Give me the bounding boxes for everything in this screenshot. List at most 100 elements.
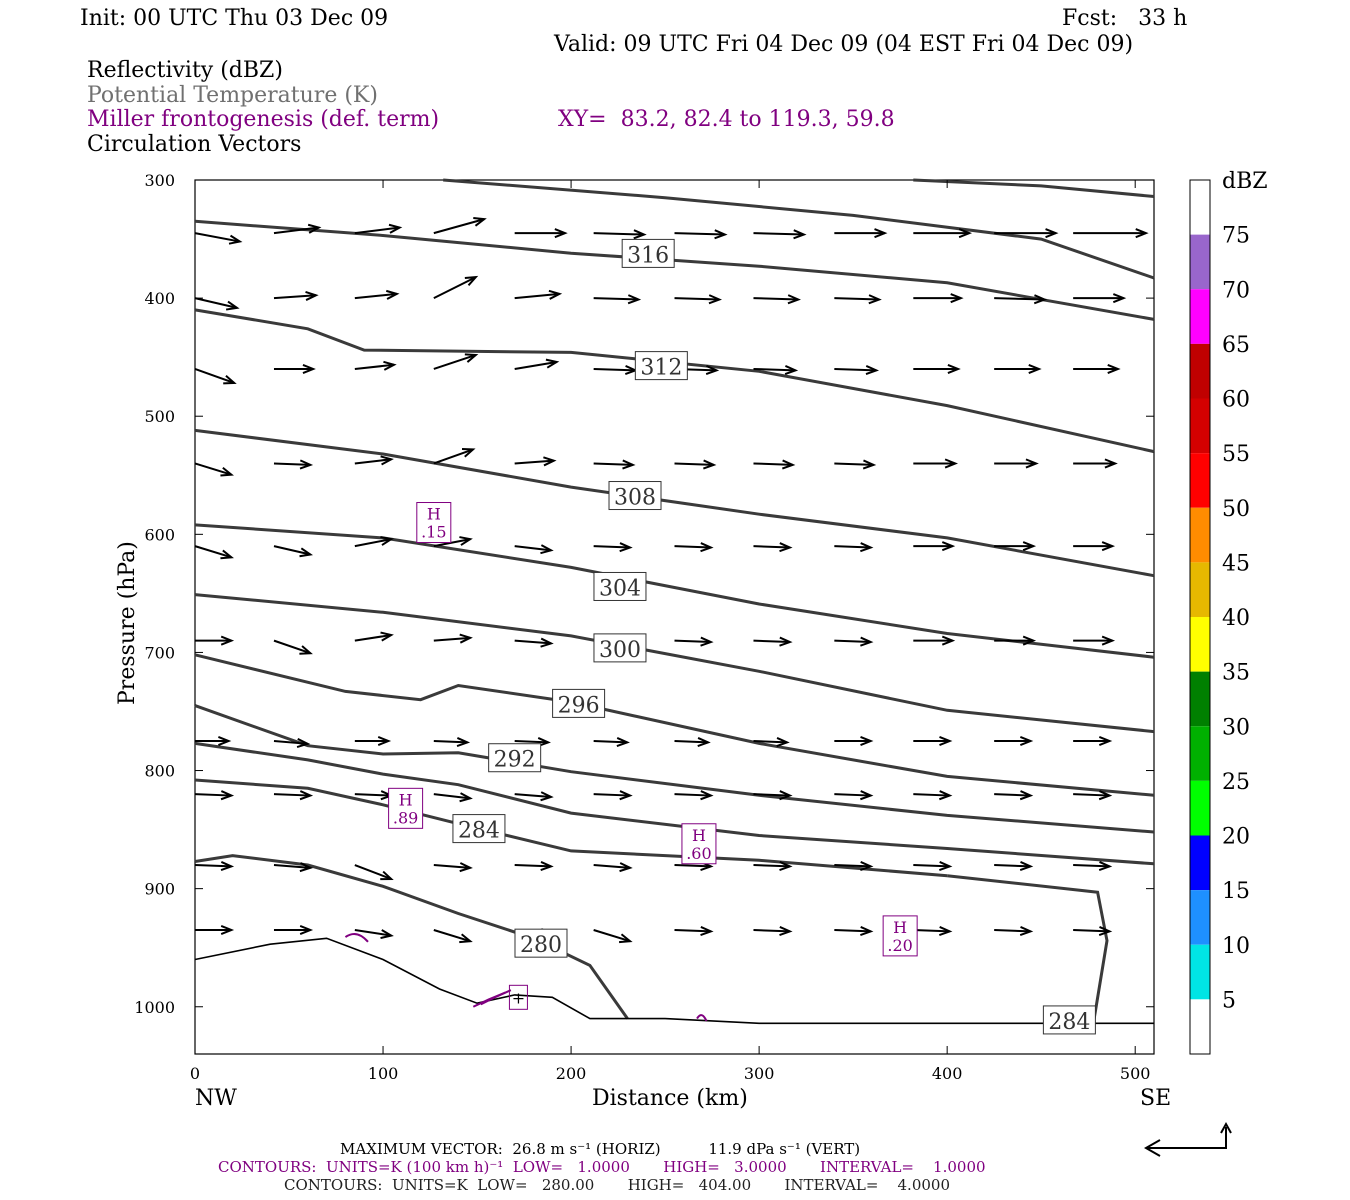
contour-label: 304: [599, 576, 641, 601]
vector-arrowhead: [708, 294, 722, 305]
vector-arrowhead: [860, 790, 874, 801]
vector-arrowhead: [1104, 458, 1118, 469]
vector-arrowhead: [459, 536, 473, 546]
colorbar-level-label: 35: [1222, 661, 1250, 686]
theta-contour: [194, 428, 1155, 578]
vector-shaft: [514, 459, 554, 465]
vector-arrowhead: [537, 736, 551, 748]
colorbar-level-label: 10: [1222, 934, 1250, 959]
vector-arrowhead: [865, 365, 880, 376]
vector-arrowhead: [939, 790, 953, 801]
vector-shaft: [273, 294, 317, 300]
contour-labels: 316 312 308 304 300 296 292 284 280 284: [452, 238, 1096, 1035]
vector-shaft: [834, 367, 877, 372]
colorbar-level-label: 25: [1222, 770, 1250, 795]
vector-shaft: [994, 297, 1045, 301]
vector-arrowhead: [473, 216, 487, 227]
vector-shaft: [433, 218, 485, 235]
colorbar-level-label: 5: [1222, 988, 1236, 1013]
vector-shaft: [674, 297, 720, 301]
vector-arrowhead: [1135, 228, 1149, 239]
vector-arrowhead: [862, 459, 877, 470]
contour-label-box: [608, 481, 662, 511]
vector-shaft: [433, 636, 471, 642]
vector-arrowhead: [950, 293, 964, 304]
vector-shaft: [194, 368, 235, 384]
vector-arrowhead: [714, 229, 728, 240]
vector-shaft: [433, 538, 471, 548]
vector-arrowhead: [543, 456, 557, 467]
vector-arrowhead: [540, 791, 554, 802]
vector-arrowhead: [939, 926, 953, 937]
vector-arrowhead: [1019, 736, 1034, 747]
vector-arrowhead: [1025, 458, 1039, 469]
vector-arrowhead: [860, 861, 874, 872]
colorbar-level-label: 75: [1222, 224, 1250, 249]
colorbar-swatch: [1190, 453, 1210, 508]
vector-shaft: [753, 639, 790, 644]
vector-arrowhead: [380, 929, 394, 940]
vector-arrowhead: [459, 792, 473, 803]
vector-arrowhead: [619, 790, 633, 801]
vector-arrowhead: [860, 542, 874, 553]
colorbar-level-label: 40: [1222, 606, 1250, 631]
vector-arrowhead: [619, 862, 633, 873]
vector-arrowhead: [705, 365, 720, 376]
vector-arrowhead: [1022, 541, 1037, 552]
vector-arrowhead: [939, 736, 953, 747]
vector-arrowhead: [1112, 293, 1127, 304]
theta-contour: [194, 523, 1155, 659]
colorbar-swatch: [1190, 835, 1210, 891]
vector-shaft: [194, 545, 232, 559]
vector-shaft: [273, 864, 311, 869]
y-tick-label: 700: [144, 643, 175, 662]
contour-label: 280: [520, 933, 562, 958]
vector-shaft: [354, 928, 392, 937]
fronto-max-box: [508, 984, 528, 1010]
colorbar-swatch: [1190, 398, 1210, 454]
vector-arrowhead: [787, 294, 801, 305]
vector-shaft: [913, 928, 950, 933]
vector-arrowhead: [459, 862, 473, 873]
fronto-max-value: .60: [686, 844, 711, 863]
vector-shaft: [1073, 864, 1110, 868]
vector-arrowhead: [218, 736, 232, 747]
fronto-max-value: .20: [887, 936, 912, 955]
valid-time: Valid: 09 UTC Fri 04 Dec 09 (04 EST Fri …: [553, 32, 1133, 57]
colorbar-level-label: 15: [1222, 879, 1250, 904]
vector-arrowhead: [220, 635, 235, 646]
colorbar-level-label: 50: [1222, 497, 1250, 522]
vector-arrowhead: [299, 645, 313, 655]
vector-shaft: [354, 634, 392, 642]
vector-shaft: [913, 864, 950, 868]
purple-contours-text: CONTOURS: UNITS=K (100 km h)⁻¹ LOW= 1.00…: [218, 1158, 986, 1176]
colorbar-level-label: 55: [1222, 442, 1250, 467]
contour-label: 316: [627, 243, 669, 268]
vector-shaft: [593, 864, 631, 869]
vector-arrowhead: [793, 229, 807, 240]
vector-arrowhead: [383, 360, 397, 371]
circulation-vectors: [194, 216, 1149, 944]
vector-shaft: [593, 929, 631, 943]
theta-contour: [913, 178, 1155, 198]
vector-arrowhead: [779, 790, 793, 801]
vector-shaft: [354, 793, 392, 797]
vector-shaft: [674, 639, 711, 644]
vector-shaft: [674, 462, 714, 466]
colorbar-swatch: [1190, 999, 1210, 1054]
vector-shaft: [273, 793, 311, 797]
x-axis-right-end: SE: [1140, 1086, 1171, 1111]
vector-arrowhead: [1101, 541, 1116, 552]
vector-shaft: [913, 793, 950, 797]
colorbar-level-label: 70: [1222, 278, 1250, 303]
theta-contours: [194, 178, 1155, 1022]
vector-shaft: [674, 232, 725, 236]
vector-shaft: [753, 864, 790, 868]
vector-shaft: [834, 297, 880, 301]
fronto-max-letter: H: [692, 826, 706, 845]
vector-shaft: [354, 292, 397, 300]
contour-label-box: [593, 571, 647, 601]
fronto-max-box: [882, 915, 918, 957]
vector-shaft: [674, 740, 709, 744]
vector-shaft: [994, 864, 1031, 868]
